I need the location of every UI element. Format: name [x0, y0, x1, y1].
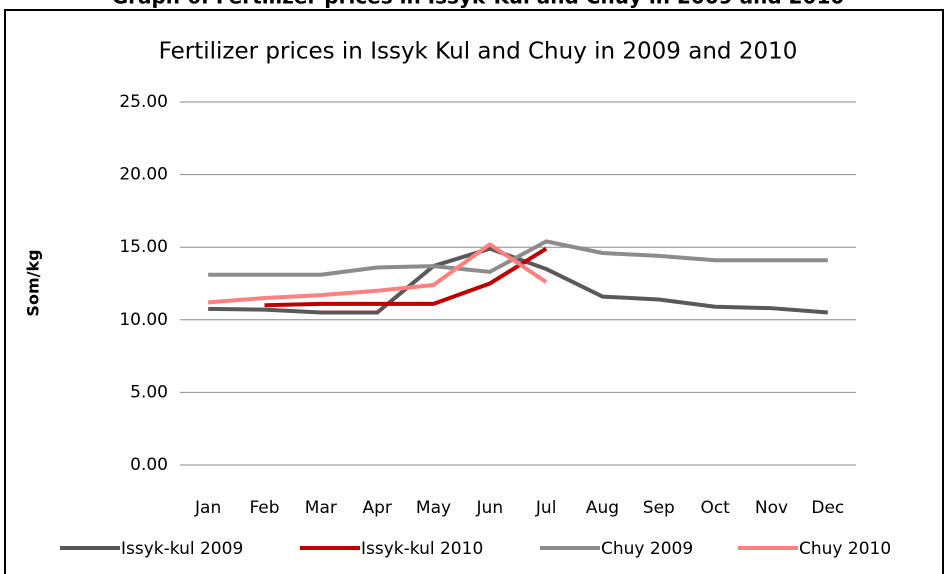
x-tick-label: Nov: [755, 498, 788, 518]
x-tick-label: May: [416, 498, 451, 518]
page-title: Graph 6: Fertilizer prices in Issyk-Kul …: [112, 0, 845, 9]
x-tick-label: Aug: [586, 498, 619, 518]
x-tick-label: Jul: [535, 498, 557, 518]
series-line: [264, 246, 548, 308]
y-tick-label: 25.00: [119, 92, 168, 112]
legend-label: Chuy 2009: [601, 539, 693, 559]
x-tick-label: Feb: [249, 498, 279, 518]
y-tick-label: 10.00: [119, 310, 168, 330]
y-axis-label: Som/kg: [24, 249, 43, 316]
x-tick-label: Oct: [700, 498, 730, 518]
x-tick-label: Jun: [476, 498, 504, 518]
legend-label: Issyk-kul 2010: [361, 539, 483, 559]
x-tick-label: Dec: [811, 498, 844, 518]
chart-frame: [4, 9, 944, 574]
chart-title: Fertilizer prices in Issyk Kul and Chuy …: [159, 39, 798, 65]
y-tick-label: 5.00: [130, 382, 168, 402]
x-tick-label: Mar: [305, 498, 337, 518]
x-tick-label: Apr: [362, 498, 391, 518]
y-tick-label: 0.00: [130, 455, 168, 475]
series-line: [208, 239, 828, 277]
y-tick-label: 15.00: [119, 237, 168, 257]
series-line: [208, 242, 548, 305]
y-tick-label: 20.00: [119, 165, 168, 185]
legend-label: Chuy 2010: [799, 539, 891, 559]
x-tick-label: Sep: [643, 498, 675, 518]
x-tick-label: Jan: [194, 498, 221, 518]
legend-label: Issyk-kul 2009: [121, 539, 243, 559]
